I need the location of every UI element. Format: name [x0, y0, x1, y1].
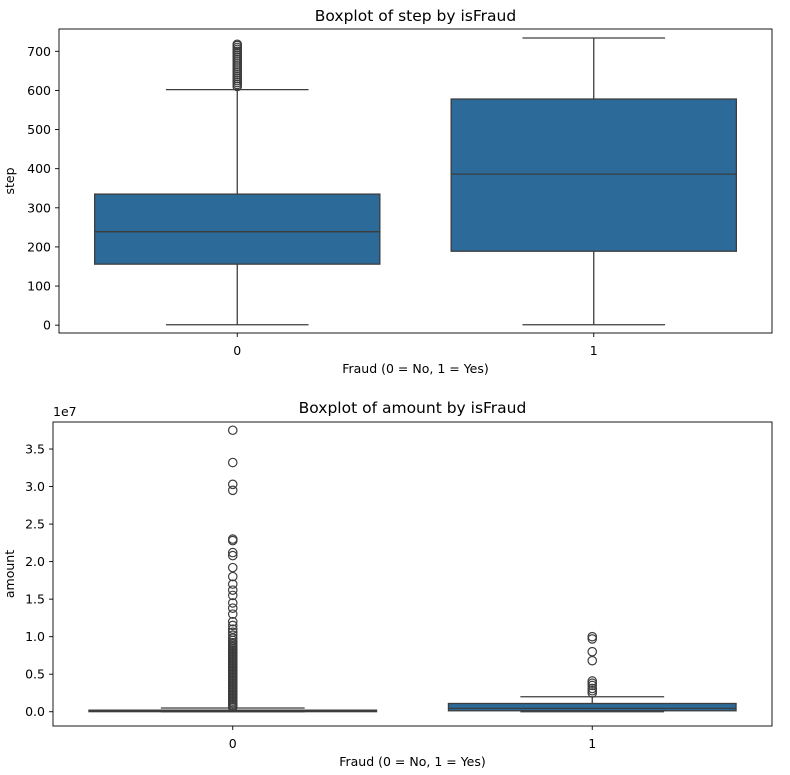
- plot-frame: [58, 28, 773, 334]
- outlier-point: [227, 550, 238, 561]
- outlier-point: [227, 479, 238, 490]
- box-body: [450, 98, 738, 252]
- y-tick-label: 0.0: [25, 704, 45, 719]
- outlier-point: [227, 547, 238, 558]
- outlier-point: [227, 609, 238, 619]
- outlier-point: [227, 485, 238, 496]
- outlier-point: [227, 590, 238, 601]
- outlier-point: [587, 683, 598, 694]
- outlier-point: [227, 579, 238, 589]
- x-axis-label: Fraud (0 = No, 1 = Yes): [342, 361, 489, 376]
- y-axis-label: step: [2, 167, 17, 194]
- x-tick-label: 0: [229, 736, 237, 751]
- x-tick-label: 1: [588, 736, 596, 751]
- outlier-point: [587, 655, 598, 666]
- box-body: [447, 702, 737, 712]
- outlier-point: [227, 624, 238, 634]
- chart-title: Boxplot of step by isFraud: [315, 7, 516, 25]
- outlier-point: [227, 616, 238, 627]
- y-tick-label: 0: [43, 318, 51, 333]
- x-axis-label: Fraud (0 = No, 1 = Yes): [339, 754, 486, 769]
- y-tick-label: 0.5: [25, 667, 45, 682]
- y-tick-label: 100: [27, 279, 51, 294]
- outlier-point: [587, 631, 598, 642]
- outlier-point: [227, 620, 238, 631]
- outlier-point: [227, 534, 238, 544]
- plot-frame: [52, 421, 773, 727]
- y-tick-label: 600: [27, 83, 51, 98]
- y-tick-label: 3.0: [25, 479, 45, 494]
- outlier-point: [227, 457, 238, 468]
- outlier-point: [587, 676, 598, 686]
- outlier-point: [227, 598, 238, 608]
- outlier-point: [227, 630, 238, 640]
- x-tick-label: 0: [233, 343, 241, 358]
- y-tick-label: 400: [27, 161, 51, 176]
- outlier-point: [227, 627, 238, 637]
- y-tick-label: 2.0: [25, 554, 45, 569]
- y-tick-label: 700: [27, 44, 51, 59]
- outlier-point: [227, 633, 238, 643]
- y-axis-label: amount: [2, 550, 17, 598]
- y-tick-label: 200: [27, 239, 51, 254]
- box-body: [94, 193, 381, 265]
- outlier-point: [232, 39, 243, 50]
- y-tick-label: 300: [27, 200, 51, 215]
- y-tick-label: 500: [27, 122, 51, 137]
- outlier-point: [227, 425, 238, 436]
- y-scale-label: 1e7: [53, 404, 77, 419]
- y-tick-label: 1.5: [25, 592, 45, 607]
- outlier-point: [227, 603, 238, 613]
- y-tick-label: 3.5: [25, 442, 45, 457]
- outlier-point: [227, 571, 238, 582]
- y-tick-label: 2.5: [25, 517, 45, 532]
- x-tick-label: 1: [590, 343, 598, 358]
- outlier-point: [227, 562, 238, 573]
- y-tick-label: 1.0: [25, 629, 45, 644]
- outlier-point: [227, 585, 238, 595]
- chart-title: Boxplot of amount by isFraud: [299, 399, 527, 417]
- outlier-point: [587, 646, 598, 657]
